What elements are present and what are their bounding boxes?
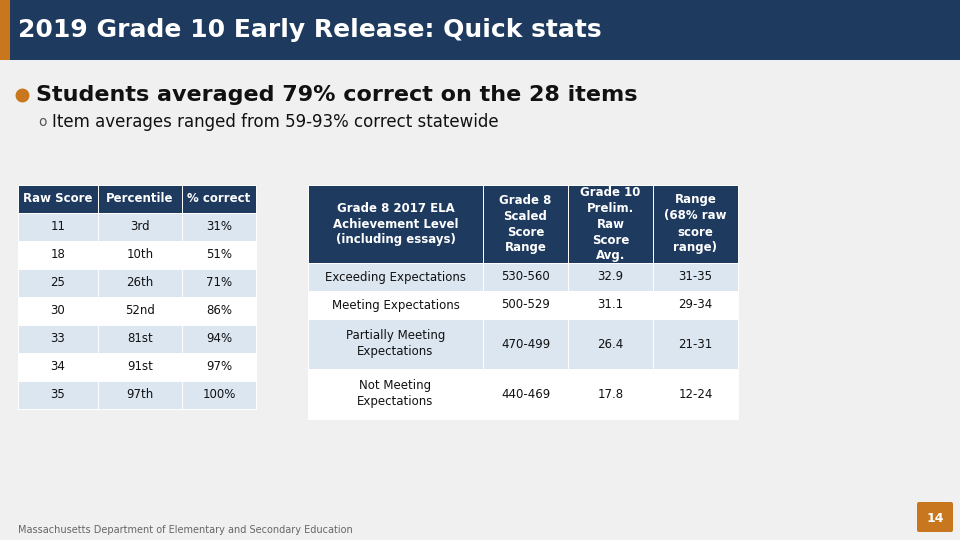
FancyBboxPatch shape [0, 0, 10, 60]
Text: 470-499: 470-499 [501, 338, 550, 350]
FancyBboxPatch shape [98, 353, 182, 381]
FancyBboxPatch shape [182, 269, 256, 297]
FancyBboxPatch shape [483, 291, 568, 319]
Text: Grade 10
Prelim.
Raw
Score
Avg.: Grade 10 Prelim. Raw Score Avg. [580, 186, 640, 262]
Text: 97%: 97% [206, 361, 232, 374]
Text: 31.1: 31.1 [597, 299, 624, 312]
Text: o: o [38, 115, 46, 129]
FancyBboxPatch shape [182, 185, 256, 213]
Text: Not Meeting
Expectations: Not Meeting Expectations [357, 380, 434, 408]
FancyBboxPatch shape [98, 381, 182, 409]
Text: 34: 34 [51, 361, 65, 374]
Text: 81st: 81st [127, 333, 153, 346]
Text: 26.4: 26.4 [597, 338, 624, 350]
Text: 29-34: 29-34 [679, 299, 712, 312]
FancyBboxPatch shape [98, 325, 182, 353]
Text: Meeting Expectations: Meeting Expectations [331, 299, 460, 312]
FancyBboxPatch shape [308, 185, 483, 263]
Text: Partially Meeting
Expectations: Partially Meeting Expectations [346, 329, 445, 359]
Text: 3rd: 3rd [131, 220, 150, 233]
FancyBboxPatch shape [568, 263, 653, 291]
Text: 86%: 86% [206, 305, 232, 318]
FancyBboxPatch shape [98, 297, 182, 325]
Text: Grade 8 2017 ELA
Achievement Level
(including essays): Grade 8 2017 ELA Achievement Level (incl… [333, 201, 458, 246]
FancyBboxPatch shape [308, 369, 483, 419]
FancyBboxPatch shape [98, 269, 182, 297]
Text: Range
(68% raw
score
range): Range (68% raw score range) [664, 193, 727, 254]
FancyBboxPatch shape [568, 319, 653, 369]
FancyBboxPatch shape [182, 241, 256, 269]
FancyBboxPatch shape [18, 185, 98, 213]
Text: Raw Score: Raw Score [23, 192, 93, 206]
Text: Percentile: Percentile [107, 192, 174, 206]
FancyBboxPatch shape [483, 319, 568, 369]
Text: 51%: 51% [206, 248, 232, 261]
FancyBboxPatch shape [483, 263, 568, 291]
FancyBboxPatch shape [18, 269, 98, 297]
Text: 32.9: 32.9 [597, 271, 624, 284]
Text: Massachusetts Department of Elementary and Secondary Education: Massachusetts Department of Elementary a… [18, 525, 352, 535]
Text: 12-24: 12-24 [679, 388, 712, 401]
FancyBboxPatch shape [182, 353, 256, 381]
FancyBboxPatch shape [917, 502, 953, 532]
Text: 11: 11 [51, 220, 65, 233]
Text: 530-560: 530-560 [501, 271, 550, 284]
Text: 26th: 26th [127, 276, 154, 289]
Text: 35: 35 [51, 388, 65, 402]
FancyBboxPatch shape [98, 213, 182, 241]
Text: 31%: 31% [206, 220, 232, 233]
FancyBboxPatch shape [18, 381, 98, 409]
Text: Item averages ranged from 59-93% correct statewide: Item averages ranged from 59-93% correct… [52, 113, 498, 131]
FancyBboxPatch shape [0, 0, 960, 60]
FancyBboxPatch shape [18, 353, 98, 381]
FancyBboxPatch shape [98, 185, 182, 213]
FancyBboxPatch shape [308, 291, 483, 319]
Text: 25: 25 [51, 276, 65, 289]
Text: 97th: 97th [127, 388, 154, 402]
Text: 100%: 100% [203, 388, 236, 402]
Text: Students averaged 79% correct on the 28 items: Students averaged 79% correct on the 28 … [36, 85, 637, 105]
FancyBboxPatch shape [18, 241, 98, 269]
Text: Exceeding Expectations: Exceeding Expectations [325, 271, 466, 284]
Text: Grade 8
Scaled
Score
Range: Grade 8 Scaled Score Range [499, 193, 552, 254]
FancyBboxPatch shape [568, 369, 653, 419]
FancyBboxPatch shape [568, 291, 653, 319]
FancyBboxPatch shape [98, 241, 182, 269]
FancyBboxPatch shape [568, 185, 653, 263]
Text: 91st: 91st [127, 361, 153, 374]
Text: 10th: 10th [127, 248, 154, 261]
FancyBboxPatch shape [308, 319, 483, 369]
Text: 33: 33 [51, 333, 65, 346]
FancyBboxPatch shape [18, 213, 98, 241]
Text: 440-469: 440-469 [501, 388, 550, 401]
FancyBboxPatch shape [182, 297, 256, 325]
FancyBboxPatch shape [653, 319, 738, 369]
FancyBboxPatch shape [308, 263, 483, 291]
FancyBboxPatch shape [483, 369, 568, 419]
FancyBboxPatch shape [182, 381, 256, 409]
FancyBboxPatch shape [18, 297, 98, 325]
FancyBboxPatch shape [653, 369, 738, 419]
Text: 94%: 94% [206, 333, 232, 346]
FancyBboxPatch shape [653, 263, 738, 291]
FancyBboxPatch shape [182, 325, 256, 353]
Text: 14: 14 [926, 511, 944, 524]
Text: % correct: % correct [187, 192, 251, 206]
Text: 30: 30 [51, 305, 65, 318]
FancyBboxPatch shape [18, 325, 98, 353]
Text: 21-31: 21-31 [679, 338, 712, 350]
Text: 2019 Grade 10 Early Release: Quick stats: 2019 Grade 10 Early Release: Quick stats [18, 18, 602, 42]
Text: 71%: 71% [206, 276, 232, 289]
Text: 52nd: 52nd [125, 305, 155, 318]
FancyBboxPatch shape [182, 213, 256, 241]
FancyBboxPatch shape [653, 291, 738, 319]
FancyBboxPatch shape [483, 185, 568, 263]
Text: 500-529: 500-529 [501, 299, 550, 312]
FancyBboxPatch shape [653, 185, 738, 263]
Text: 31-35: 31-35 [679, 271, 712, 284]
Text: 18: 18 [51, 248, 65, 261]
Text: 17.8: 17.8 [597, 388, 624, 401]
